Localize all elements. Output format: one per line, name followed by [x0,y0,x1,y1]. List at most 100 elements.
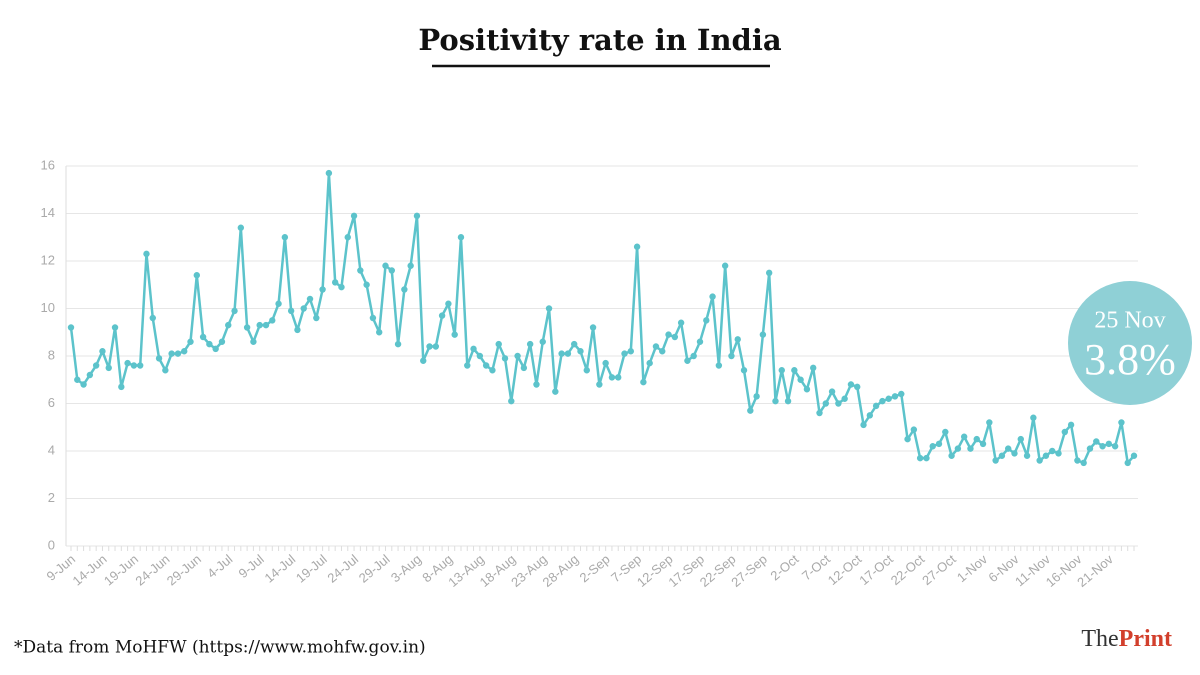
data-point [552,388,559,395]
data-point [376,329,383,336]
data-point [325,169,333,177]
data-point [696,338,704,345]
data-point [646,359,653,367]
data-point [495,340,502,348]
data-point [690,352,697,360]
data-point [225,321,232,329]
data-point [1124,459,1131,467]
data-point [621,350,628,357]
data-point [1023,452,1031,459]
data-point [237,224,245,231]
data-point [816,409,823,417]
data-point [99,348,106,355]
data-point [243,324,251,331]
data-point [136,362,144,369]
data-point [369,314,377,322]
y-tick-label: 2 [48,490,55,505]
data-point [350,212,358,220]
data-point [847,381,855,388]
data-point [640,378,647,386]
x-tick-label: 3-Aug [388,551,424,585]
data-point [1086,445,1094,452]
data-point [344,234,351,241]
x-tick-label: 24-Jul [324,551,361,585]
data-point [1067,421,1075,429]
data-point [388,267,395,274]
data-point [413,212,421,220]
data-point [533,381,540,388]
data-point [728,352,735,360]
data-point [287,307,295,315]
data-point [564,350,572,357]
data-point [162,367,169,374]
data-point [181,348,188,355]
data-point [130,362,138,369]
data-point [570,340,578,348]
data-point [1061,428,1069,436]
data-point [124,359,131,367]
data-point [275,300,282,307]
data-point [420,357,427,364]
data-point [539,338,546,345]
x-tick-label: 1-Nov [954,551,991,585]
data-point [602,359,609,367]
data-point [898,390,905,398]
data-point [822,400,829,407]
data-point [671,333,679,341]
data-point [1017,435,1024,443]
data-point [445,300,452,307]
data-point [250,338,257,345]
data-point [979,440,987,448]
data-point [338,283,345,291]
data-point [659,348,666,355]
data-point [426,343,433,350]
data-point [596,381,603,388]
data-point [105,364,112,372]
data-point [526,340,534,348]
data-point [633,243,641,250]
x-tick-label: 24-Jun [132,551,172,588]
data-point [206,340,213,348]
y-tick-label: 12 [41,252,55,267]
data-point [269,317,276,324]
data-point [174,350,182,357]
data-point [149,314,156,322]
chart-title: Positivity rate in India [418,23,781,57]
data-point [923,454,930,462]
data-point [401,286,408,293]
data-point [470,345,477,353]
source-note: *Data from MoHFW (https://www.mohfw.gov.… [14,638,426,658]
data-point [86,371,94,379]
data-point [665,331,672,338]
data-point [1036,457,1043,464]
data-point [111,324,119,331]
data-point [545,305,553,312]
data-point [294,326,301,334]
data-point [1011,450,1018,457]
data-point [1080,459,1087,467]
data-point [608,374,616,381]
data-point [262,321,270,329]
data-point [432,343,440,350]
brand-the: The [1081,626,1118,652]
data-point [382,262,389,269]
data-point [74,376,81,383]
data-point [747,407,754,414]
x-tick-label: 2-Oct [767,551,801,583]
data-point [520,364,528,372]
data-point [929,443,936,450]
data-point [872,402,880,410]
data-point [677,319,685,326]
plot: 02468101214169-Jun14-Jun19-Jun24-Jun29-J… [41,157,1138,590]
data-point [451,331,458,338]
data-point [810,364,817,372]
y-tick-label: 10 [41,300,55,315]
data-point [828,388,836,395]
data-point [583,367,590,374]
y-tick-label: 16 [41,157,55,172]
x-tick-label: 29-Jun [164,551,204,588]
data-point [313,314,320,322]
data-point [627,348,635,355]
data-point [407,262,414,269]
data-point [514,352,521,360]
